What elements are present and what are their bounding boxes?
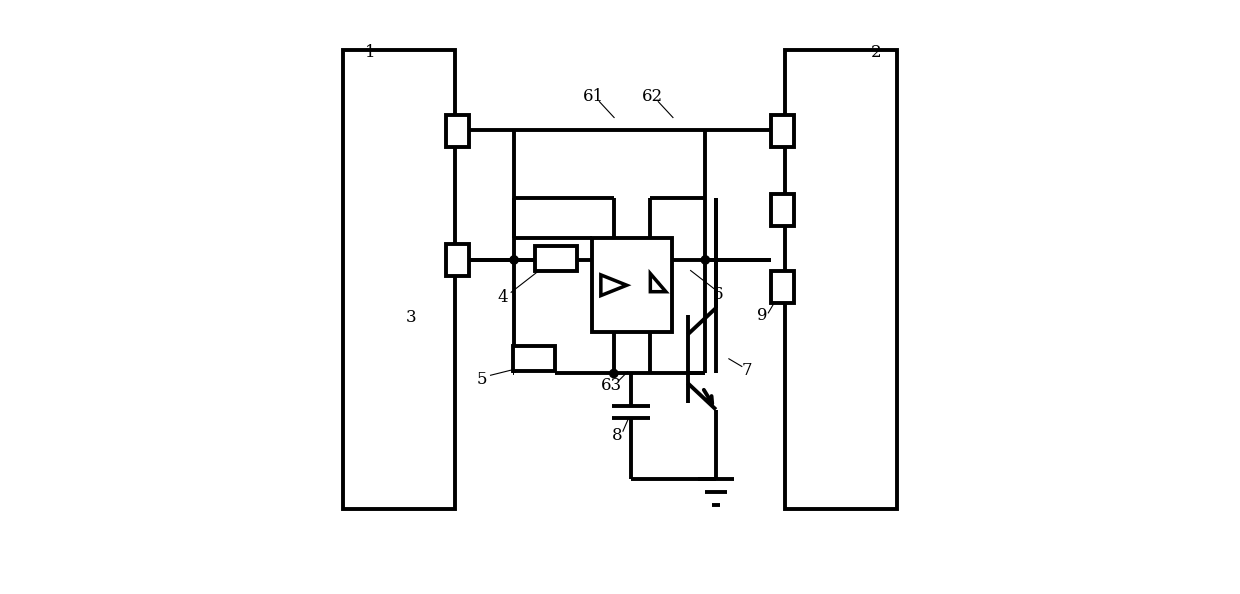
Polygon shape — [601, 275, 626, 296]
Text: 3: 3 — [405, 309, 417, 326]
Bar — [785, 50, 897, 509]
Bar — [593, 238, 672, 332]
Text: 6: 6 — [713, 286, 723, 302]
Text: 4: 4 — [497, 289, 507, 305]
Text: 5: 5 — [476, 371, 487, 388]
Bar — [446, 244, 469, 276]
Text: 63: 63 — [600, 377, 621, 394]
Circle shape — [701, 256, 709, 264]
Text: 7: 7 — [742, 362, 751, 379]
Circle shape — [510, 256, 518, 264]
Bar — [771, 270, 794, 303]
Text: 9: 9 — [758, 307, 768, 324]
Circle shape — [610, 369, 618, 378]
Bar — [343, 50, 455, 509]
Text: 1: 1 — [365, 45, 376, 61]
Polygon shape — [650, 274, 666, 292]
Text: 61: 61 — [583, 89, 604, 105]
Bar — [446, 115, 469, 147]
Text: 2: 2 — [870, 45, 882, 61]
Bar — [771, 115, 794, 147]
Bar — [534, 246, 577, 270]
Bar — [513, 346, 556, 371]
Text: 8: 8 — [611, 426, 622, 444]
Bar — [771, 194, 794, 226]
Text: 62: 62 — [642, 89, 663, 105]
